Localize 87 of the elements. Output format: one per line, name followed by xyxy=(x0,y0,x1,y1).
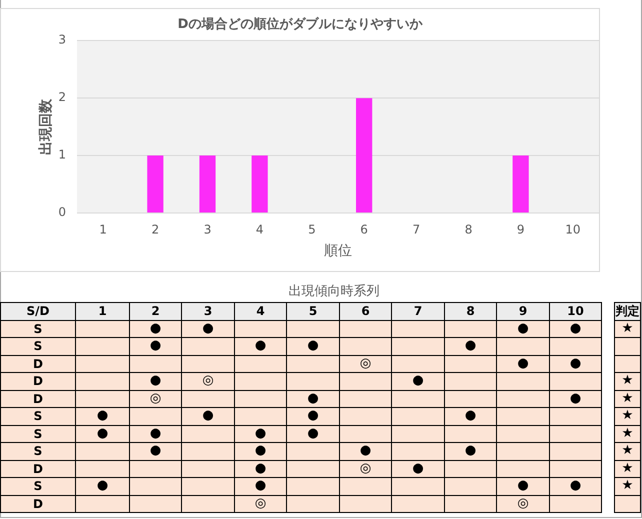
text: ● xyxy=(570,478,582,494)
x-tick-label: 1 xyxy=(99,222,107,236)
text: ● xyxy=(96,408,108,424)
x-tick-label: 2 xyxy=(130,302,182,320)
x-axis-title: 順位 xyxy=(324,243,352,260)
y2-tick-label: ★ xyxy=(614,320,640,338)
x-tick-label: 9 xyxy=(496,302,550,320)
text: ● xyxy=(517,356,529,371)
x-tick-label: 8 xyxy=(464,222,472,236)
chart-title: 出現傾向時系列 xyxy=(288,283,380,300)
x-tick-label: 9 xyxy=(516,222,525,236)
y-tick-label: S xyxy=(0,408,76,425)
text: ● xyxy=(517,478,529,494)
y-tick-label: D xyxy=(0,495,76,512)
y2-axis-title: 判定 xyxy=(614,302,640,320)
x-tick-label: 5 xyxy=(308,222,316,236)
text: ● xyxy=(307,408,319,424)
y2-tick-label: ★ xyxy=(614,408,640,425)
text: ● xyxy=(307,426,319,441)
text: ● xyxy=(96,426,108,441)
text: ● xyxy=(570,356,582,371)
x-tick-label: 3 xyxy=(204,222,212,236)
text: ● xyxy=(464,443,476,458)
y2-tick-label: ★ xyxy=(614,425,640,442)
text: ● xyxy=(307,338,319,354)
text: ● xyxy=(254,338,266,354)
text: ● xyxy=(464,408,476,424)
text: ● xyxy=(412,460,424,476)
text: ◎ xyxy=(202,373,214,388)
y-axis-title: 出現回数 xyxy=(38,98,54,155)
text: ● xyxy=(254,478,266,494)
text: ◎ xyxy=(360,356,372,371)
x-tick-label: 1 xyxy=(76,302,130,320)
y2-tick-label: ★ xyxy=(614,372,640,390)
text: ● xyxy=(150,338,162,354)
text: ● xyxy=(202,320,214,336)
text: ● xyxy=(150,426,162,441)
y-tick-label: S xyxy=(0,478,76,495)
text: ● xyxy=(517,320,529,336)
y-tick-label: 3 xyxy=(58,32,66,47)
text: ● xyxy=(254,460,266,476)
text: ● xyxy=(150,373,162,388)
text: ◎ xyxy=(150,390,162,406)
text: ● xyxy=(254,443,266,458)
y-tick-label: S xyxy=(0,442,76,460)
y2-tick-label: ★ xyxy=(614,478,640,495)
y-tick-label: D xyxy=(0,372,76,390)
x-tick-label: 2 xyxy=(151,222,160,236)
chart-title: Dの場合どの順位がダブルになりやすいか xyxy=(178,16,424,32)
y-tick-label: D xyxy=(0,390,76,408)
y-tick-label: 1 xyxy=(58,148,66,162)
text: ● xyxy=(360,443,372,458)
x-tick-label: 6 xyxy=(340,302,392,320)
text: ● xyxy=(412,373,424,388)
x-tick-label: 10 xyxy=(550,302,602,320)
y-tick-label: S xyxy=(0,320,76,338)
text: ● xyxy=(570,390,582,406)
x-tick-label: 8 xyxy=(444,302,496,320)
y2-tick-label: ★ xyxy=(614,390,640,408)
y-tick-label: D xyxy=(0,355,76,372)
x-tick-label: 7 xyxy=(412,222,420,236)
x-tick-label: 6 xyxy=(360,222,368,236)
y2-tick-label: ★ xyxy=(614,460,640,478)
text: ◎ xyxy=(360,460,372,476)
y-tick-label: 0 xyxy=(58,205,66,220)
x-tick-label: 7 xyxy=(392,302,444,320)
text: ● xyxy=(570,320,582,336)
text: ● xyxy=(150,320,162,336)
x-tick-label: 5 xyxy=(286,302,340,320)
text: ● xyxy=(307,390,319,406)
x-tick-label: 4 xyxy=(234,302,286,320)
y-tick-label: S xyxy=(0,338,76,355)
y-axis-title: S/D xyxy=(0,302,76,320)
x-tick-label: 3 xyxy=(182,302,234,320)
text: ◎ xyxy=(254,496,266,511)
x-tick-label: 10 xyxy=(565,222,581,236)
text: ● xyxy=(150,443,162,458)
text: ● xyxy=(254,426,266,441)
text: ● xyxy=(202,408,214,424)
y-tick-label: S xyxy=(0,425,76,442)
text: ◎ xyxy=(517,496,529,511)
text: ● xyxy=(464,338,476,354)
text: ● xyxy=(96,478,108,494)
y2-tick-label: ★ xyxy=(614,442,640,460)
y-tick-label: 2 xyxy=(58,90,66,104)
x-tick-label: 4 xyxy=(256,222,264,236)
y-tick-label: D xyxy=(0,460,76,478)
